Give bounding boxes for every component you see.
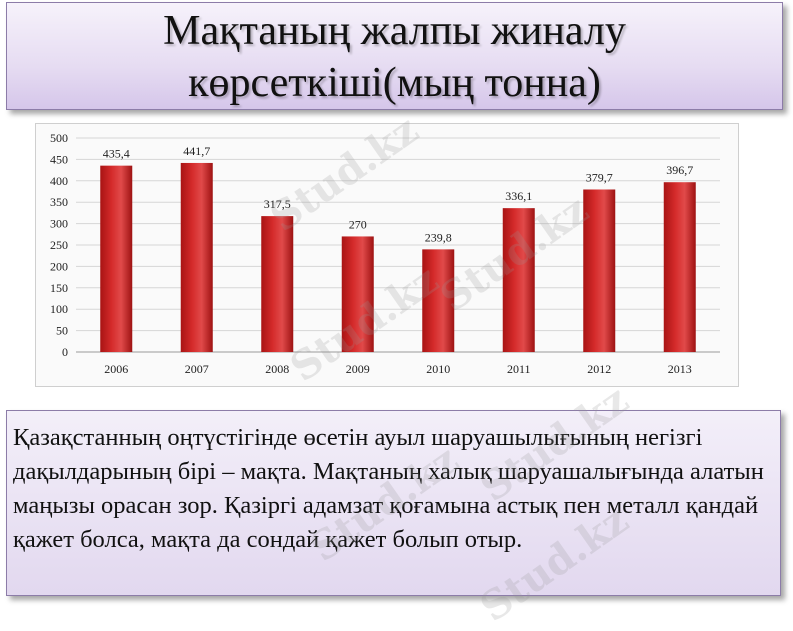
y-tick-label: 500	[50, 131, 68, 145]
y-tick-label: 150	[50, 281, 68, 295]
bar	[180, 162, 213, 352]
y-tick-label: 400	[50, 174, 68, 188]
data-label: 270	[349, 217, 367, 231]
x-tick-label: 2010	[426, 362, 450, 376]
bar	[663, 182, 696, 352]
bar	[422, 249, 455, 352]
y-tick-label: 100	[50, 302, 68, 316]
bar	[261, 216, 294, 352]
bar-chart: 0 50 100 150 200 250 300 350 400 450 500 435,4 2006 4…	[35, 123, 739, 387]
x-tick-label: 2013	[668, 362, 692, 376]
bar	[100, 165, 133, 352]
x-tick-label: 2006	[104, 362, 128, 376]
slide-title-line-1: Мақтаның жалпы жиналу	[163, 8, 626, 54]
y-tick-label: 50	[56, 324, 68, 338]
x-tick-label: 2012	[587, 362, 611, 376]
title-banner: Мақтаның жалпы жиналу көрсеткіші(мың тон…	[6, 2, 783, 110]
data-label: 239,8	[425, 230, 452, 244]
bar	[583, 189, 616, 352]
bar	[502, 208, 535, 352]
y-tick-label: 300	[50, 217, 68, 231]
data-label: 396,7	[666, 163, 693, 177]
description-box: Қазақстанның оңтүстігінде өсетін ауыл ша…	[6, 410, 781, 596]
x-tick-label: 2009	[346, 362, 370, 376]
bar	[341, 236, 374, 352]
y-tick-label: 0	[62, 345, 68, 359]
slide-title-line-2: көрсеткіші(мың тонна)	[188, 60, 601, 106]
data-label: 435,4	[103, 147, 130, 161]
x-tick-label: 2008	[265, 362, 289, 376]
y-tick-label: 450	[50, 152, 68, 166]
y-tick-label: 200	[50, 259, 68, 273]
x-tick-label: 2011	[507, 362, 531, 376]
data-label: 317,5	[264, 197, 291, 211]
description-text: Қазақстанның оңтүстігінде өсетін ауыл ша…	[13, 424, 764, 553]
chart-canvas: 0 50 100 150 200 250 300 350 400 450 500 435,4 2006 4…	[50, 131, 720, 376]
y-tick-label: 250	[50, 238, 68, 252]
y-tick-label: 350	[50, 195, 68, 209]
data-label: 379,7	[586, 170, 613, 184]
data-label: 441,7	[183, 144, 210, 158]
data-label: 336,1	[505, 189, 532, 203]
x-tick-label: 2007	[185, 362, 209, 376]
